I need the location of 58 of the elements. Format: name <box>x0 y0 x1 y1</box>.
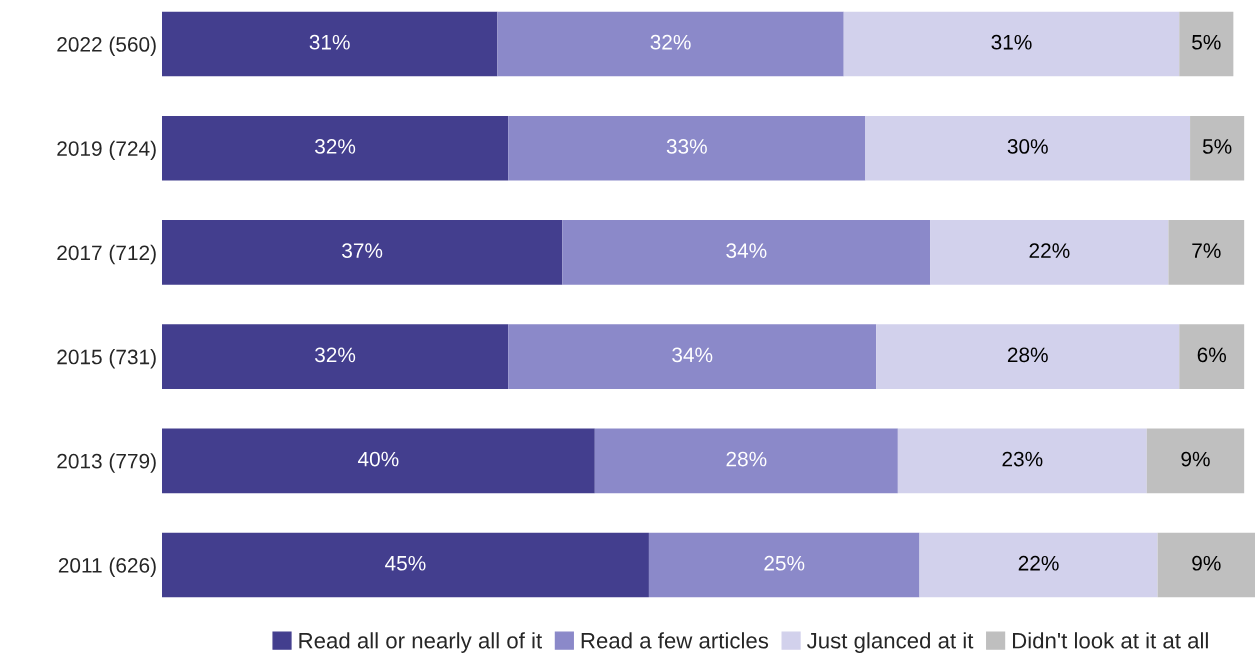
data-label: 6% <box>1197 347 1227 363</box>
y-tick-label: 2013 (779) <box>57 453 156 473</box>
bar <box>1190 115 1245 181</box>
bar <box>594 428 898 494</box>
bar <box>161 532 649 598</box>
data-label: 7% <box>1192 243 1221 258</box>
data-label: 31% <box>309 34 350 50</box>
bar <box>161 11 498 77</box>
y-tick-label: 2015 (731) <box>57 349 156 369</box>
bar <box>843 11 1180 77</box>
bar <box>876 324 1180 389</box>
bar <box>508 115 866 181</box>
bar <box>161 324 509 389</box>
legend-label: Didn't look at it at all <box>1013 632 1208 649</box>
y-tick-label: 2022 (560) <box>57 36 156 56</box>
data-label: 33% <box>666 139 707 154</box>
data-label: 5% <box>1202 139 1232 154</box>
y-tick-label: 2017 (712) <box>57 244 156 265</box>
bar <box>497 11 844 77</box>
bar <box>1146 428 1245 494</box>
bar <box>1168 220 1245 285</box>
data-label: 23% <box>1002 451 1043 467</box>
legend-label: Just glanced at it <box>807 632 974 653</box>
legend-label: Read a few articles <box>581 632 769 649</box>
bar <box>648 532 920 598</box>
legend-label: Read all or nearly all of it <box>299 632 542 653</box>
bar <box>562 220 931 285</box>
bar <box>1179 324 1245 389</box>
y-tick-label: 2019 (724) <box>57 140 156 161</box>
bar <box>1157 532 1255 598</box>
bar <box>930 220 1169 285</box>
data-label: 45% <box>385 555 426 571</box>
bar <box>865 115 1191 181</box>
y-tick-label: 2011 (626) <box>58 557 156 577</box>
bar <box>919 532 1158 598</box>
bar <box>161 115 509 181</box>
data-label: 37% <box>342 243 383 259</box>
data-label: 34% <box>726 243 767 259</box>
data-label: 32% <box>650 34 691 50</box>
bar <box>161 428 595 494</box>
data-label: 34% <box>672 347 713 363</box>
bar <box>508 324 877 389</box>
data-label: 5% <box>1192 34 1221 50</box>
data-label: 32% <box>315 347 356 363</box>
data-label: 40% <box>357 451 399 467</box>
data-label: 9% <box>1192 555 1221 571</box>
data-label: 22% <box>1018 555 1059 571</box>
data-label: 22% <box>1029 243 1070 258</box>
data-label: 32% <box>315 139 356 154</box>
bar <box>161 220 563 285</box>
data-label: 28% <box>726 451 767 467</box>
bar <box>1179 11 1234 77</box>
bar <box>897 428 1147 494</box>
data-label: 25% <box>764 555 805 571</box>
data-label: 30% <box>1007 139 1048 154</box>
data-label: 31% <box>991 34 1032 50</box>
data-label: 9% <box>1181 451 1210 467</box>
data-label: 28% <box>1007 347 1048 363</box>
